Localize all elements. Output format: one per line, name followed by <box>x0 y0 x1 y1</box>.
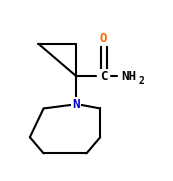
Text: 2: 2 <box>139 76 145 86</box>
Text: C: C <box>100 70 107 83</box>
Text: O: O <box>100 32 107 45</box>
Text: NH: NH <box>121 70 136 83</box>
Text: N: N <box>72 98 80 111</box>
